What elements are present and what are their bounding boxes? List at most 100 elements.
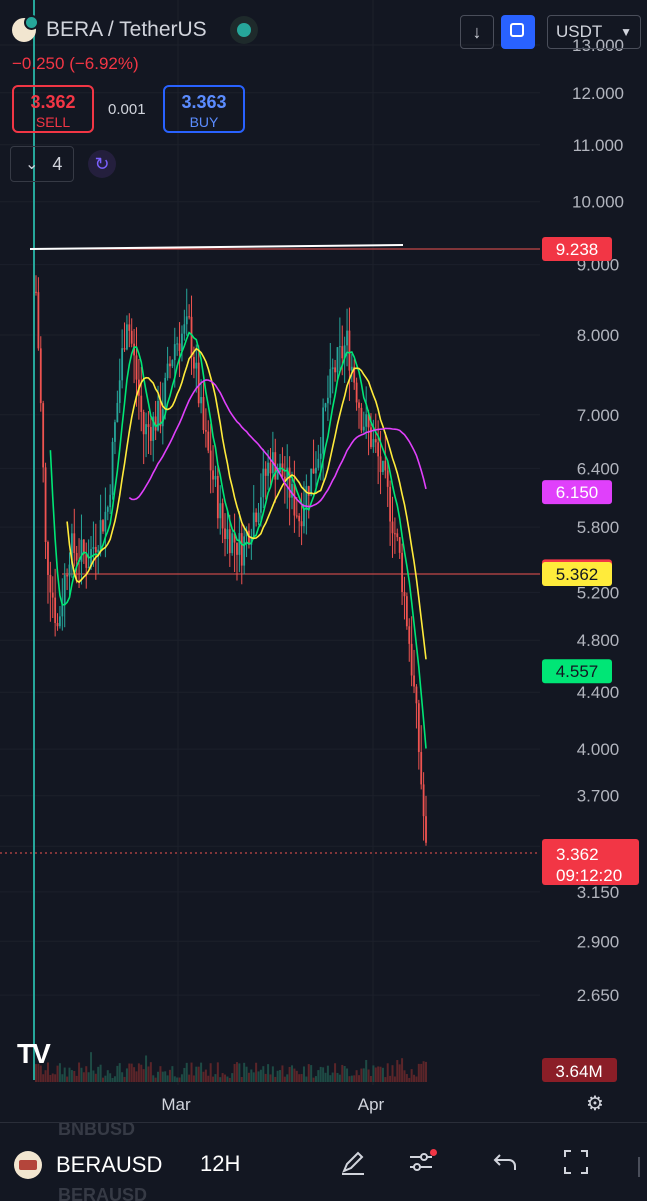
symbol-row[interactable]: BERA / TetherUS bbox=[12, 15, 251, 42]
symbol-title[interactable]: BERA / TetherUS bbox=[46, 18, 207, 41]
candle bbox=[209, 450, 212, 471]
volume-bar bbox=[152, 1075, 155, 1082]
candle bbox=[61, 604, 64, 617]
candle bbox=[298, 515, 301, 522]
candle bbox=[166, 363, 169, 379]
indicators-button[interactable] bbox=[404, 1147, 438, 1181]
volume-bar bbox=[80, 1067, 83, 1082]
volume-bar bbox=[149, 1062, 152, 1082]
candle bbox=[87, 567, 90, 569]
candle bbox=[281, 463, 284, 477]
price-label-bg bbox=[542, 237, 612, 262]
volume-bar bbox=[214, 1074, 217, 1082]
volume-bar bbox=[391, 1065, 394, 1082]
sell-button[interactable]: 3.362 SELL bbox=[12, 85, 94, 133]
candle bbox=[300, 521, 303, 527]
currency-select[interactable]: USDT ▼ bbox=[547, 15, 641, 49]
volume-bar bbox=[106, 1070, 109, 1082]
volume-bar bbox=[42, 1074, 45, 1082]
volume-bar bbox=[197, 1066, 200, 1082]
candle bbox=[185, 316, 188, 325]
candle bbox=[212, 470, 214, 480]
market-status-icon bbox=[236, 23, 251, 37]
candle bbox=[204, 430, 207, 432]
candle bbox=[405, 596, 408, 627]
interval-selector[interactable]: 12H bbox=[200, 1151, 241, 1176]
volume-bar bbox=[360, 1068, 363, 1082]
candle bbox=[338, 346, 341, 348]
candle bbox=[94, 547, 97, 553]
chevron-down-icon: ▼ bbox=[620, 25, 632, 39]
volume-bar bbox=[276, 1070, 279, 1082]
sell-label: SELL bbox=[35, 114, 71, 130]
volume-bar bbox=[183, 1067, 186, 1082]
volume-bar bbox=[228, 1077, 231, 1082]
candle bbox=[288, 467, 291, 498]
candle bbox=[410, 643, 413, 676]
ghost-symbol-prev: BNBUSD bbox=[58, 1122, 136, 1139]
volume-bar bbox=[37, 1063, 40, 1082]
bottom-toolbar: BNBUSD BERAUSD BERAUSD 12H bbox=[0, 1122, 647, 1201]
fullscreen-button[interactable] bbox=[559, 1147, 593, 1181]
candle bbox=[303, 508, 305, 527]
volume-bar bbox=[185, 1062, 188, 1082]
candle bbox=[305, 486, 308, 509]
candle bbox=[372, 439, 375, 448]
download-button[interactable]: ↓ bbox=[460, 15, 494, 49]
volume-bar bbox=[348, 1076, 351, 1082]
candle bbox=[73, 533, 76, 553]
volume-bar bbox=[70, 1070, 73, 1082]
layout-button[interactable] bbox=[501, 15, 535, 49]
candle bbox=[331, 367, 334, 370]
volume-bar bbox=[369, 1076, 372, 1082]
y-tick-label: 2.650 bbox=[577, 986, 620, 1005]
settings-icon[interactable]: ⚙ bbox=[586, 1093, 604, 1115]
volume-bar bbox=[307, 1064, 310, 1082]
candle bbox=[262, 468, 265, 498]
spread-value: 0.001 bbox=[108, 101, 146, 118]
volume-bar bbox=[293, 1068, 296, 1082]
draw-button[interactable] bbox=[336, 1147, 370, 1181]
currency-value: USDT bbox=[556, 22, 603, 41]
tradingview-logo-icon: TV bbox=[17, 1038, 51, 1069]
volume-bar bbox=[61, 1074, 64, 1082]
volume-bar bbox=[66, 1076, 69, 1082]
buy-button[interactable]: 3.363 BUY bbox=[163, 85, 245, 133]
volume-bar bbox=[362, 1068, 365, 1082]
y-tick-label: 4.000 bbox=[577, 740, 620, 759]
candle bbox=[286, 467, 289, 481]
candle bbox=[56, 622, 59, 627]
candle bbox=[47, 541, 49, 575]
volume-bar bbox=[51, 1073, 54, 1082]
price-chart[interactable]: 13.00012.00011.00010.0009.0008.0007.0006… bbox=[0, 0, 647, 1122]
volume-bar bbox=[204, 1069, 207, 1082]
volume-bar bbox=[384, 1077, 387, 1082]
volume-bar bbox=[314, 1076, 317, 1082]
layout-icon bbox=[510, 23, 524, 37]
candle bbox=[350, 366, 353, 371]
symbol-selector[interactable]: BERAUSD bbox=[14, 1151, 162, 1179]
candle bbox=[422, 784, 425, 817]
price-label-bg bbox=[542, 659, 612, 684]
volume-bar bbox=[358, 1075, 361, 1082]
indicators-toggle[interactable]: ⌄ 4 bbox=[10, 146, 74, 182]
candle bbox=[327, 397, 329, 404]
volume-bar bbox=[317, 1070, 320, 1082]
ma-fast-line bbox=[49, 331, 427, 749]
volume-bar bbox=[202, 1071, 205, 1082]
undo-button[interactable] bbox=[489, 1147, 523, 1181]
bera-logo-icon bbox=[14, 1151, 42, 1179]
candle bbox=[35, 291, 37, 293]
candle bbox=[403, 591, 406, 597]
candle bbox=[104, 511, 107, 532]
y-tick-label: 5.200 bbox=[577, 583, 620, 602]
volume-bar bbox=[35, 1064, 37, 1082]
candle bbox=[109, 494, 112, 508]
candle bbox=[116, 402, 119, 423]
candle bbox=[219, 503, 222, 519]
volume-bar bbox=[343, 1065, 346, 1082]
volume-bar bbox=[269, 1074, 272, 1082]
refresh-icon[interactable]: ↻ bbox=[88, 150, 116, 178]
volume-bar bbox=[171, 1066, 174, 1082]
volume-bar bbox=[125, 1068, 128, 1082]
